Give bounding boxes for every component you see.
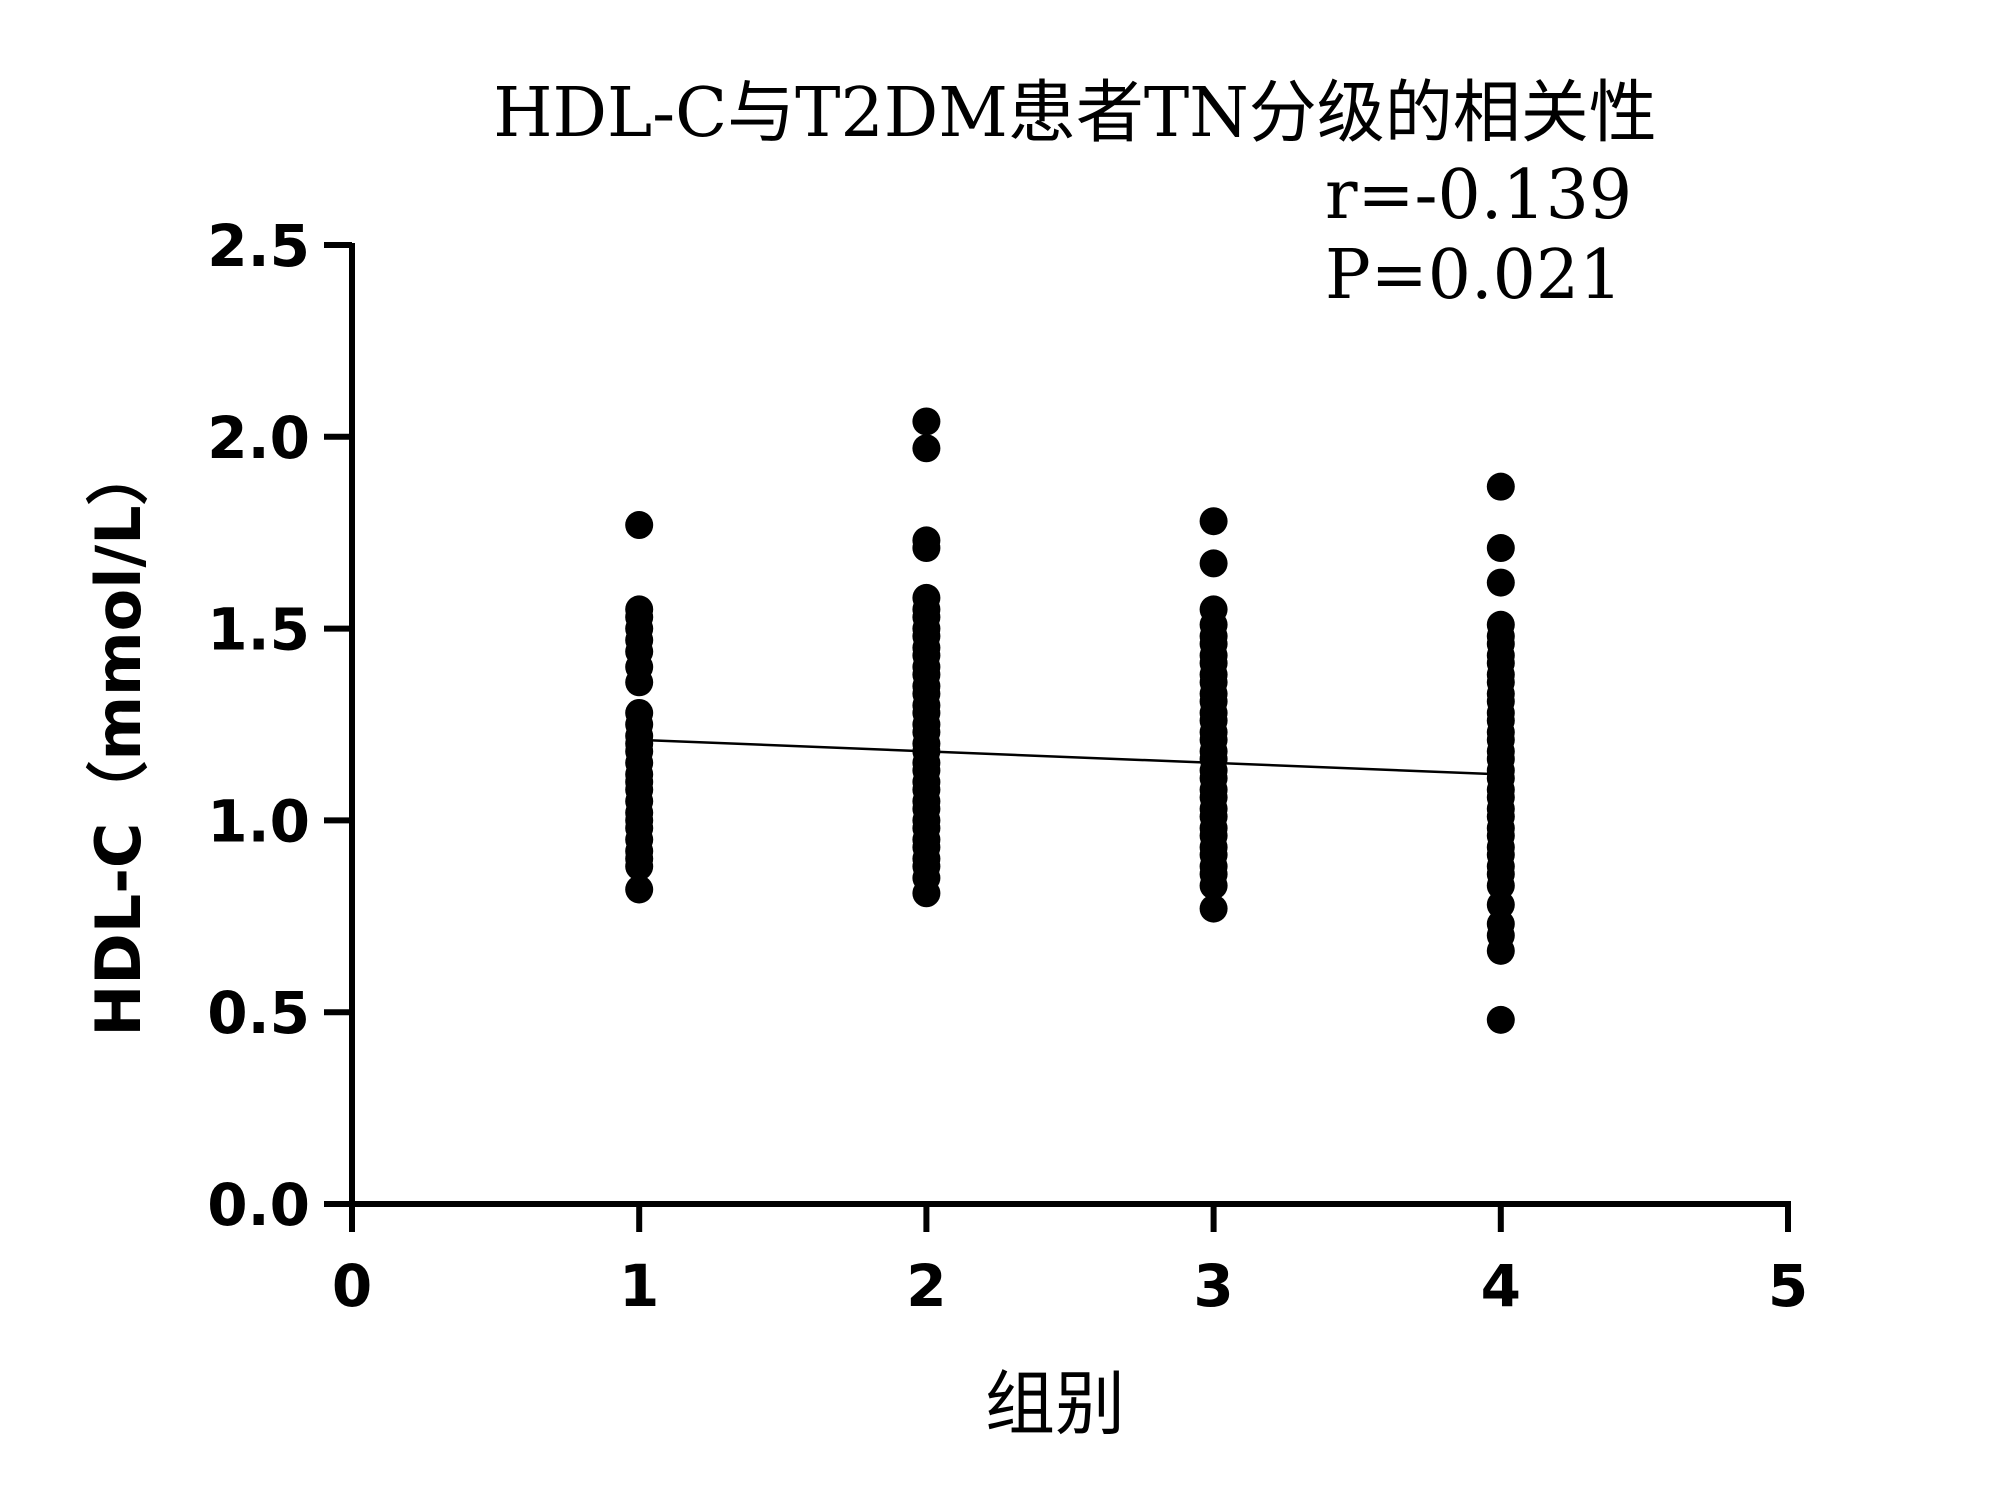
- x-tick-label: 5: [1768, 1252, 1808, 1320]
- y-tick-label: 2.5: [207, 212, 310, 280]
- chart-title: HDL-C与T2DM患者TN分级的相关性: [493, 74, 1657, 153]
- y-axis-ticks: 0.0 0.5 1.0 1.5 2.0 2.5: [207, 212, 352, 1239]
- data-point: [912, 583, 941, 612]
- data-point: [912, 526, 941, 555]
- x-tick-label: 1: [619, 1252, 659, 1320]
- x-tick-label: 3: [1193, 1252, 1233, 1320]
- data-point: [1199, 549, 1228, 578]
- axes: [349, 243, 1791, 1207]
- data-point: [1199, 507, 1228, 536]
- y-tick-label: 2.0: [207, 404, 310, 472]
- correlation-r: r=-0.139: [1325, 156, 1632, 235]
- data-points: [625, 407, 1515, 1034]
- y-tick-label: 1.5: [207, 596, 310, 664]
- data-point: [1486, 909, 1515, 938]
- data-point: [1486, 1005, 1515, 1034]
- data-point: [1486, 534, 1515, 563]
- data-point: [1486, 568, 1515, 597]
- data-point: [625, 875, 654, 904]
- x-axis-ticks: 0 1 2 3 4 5: [332, 1204, 1808, 1320]
- data-point: [1199, 595, 1228, 624]
- y-tick-label: 1.0: [207, 787, 310, 855]
- p-value: P=0.021: [1325, 236, 1622, 315]
- data-point: [625, 698, 654, 727]
- data-point: [912, 407, 941, 436]
- x-axis-title: 组别: [985, 1363, 1125, 1445]
- data-point: [912, 434, 941, 463]
- y-tick-label: 0.5: [207, 979, 310, 1047]
- regression-line-group: [639, 738, 1501, 776]
- y-axis-title: HDL-C（mmol/L）: [82, 443, 155, 1036]
- data-point: [1486, 472, 1515, 501]
- data-point: [1486, 610, 1515, 639]
- x-tick-label: 4: [1481, 1252, 1521, 1320]
- data-point: [625, 595, 654, 624]
- data-point: [1486, 890, 1515, 919]
- regression-line: [639, 738, 1501, 776]
- x-tick-label: 2: [906, 1252, 946, 1320]
- y-tick-label: 0.0: [207, 1171, 310, 1239]
- x-tick-label: 0: [332, 1252, 372, 1320]
- data-point: [1199, 894, 1228, 923]
- data-point: [625, 511, 654, 540]
